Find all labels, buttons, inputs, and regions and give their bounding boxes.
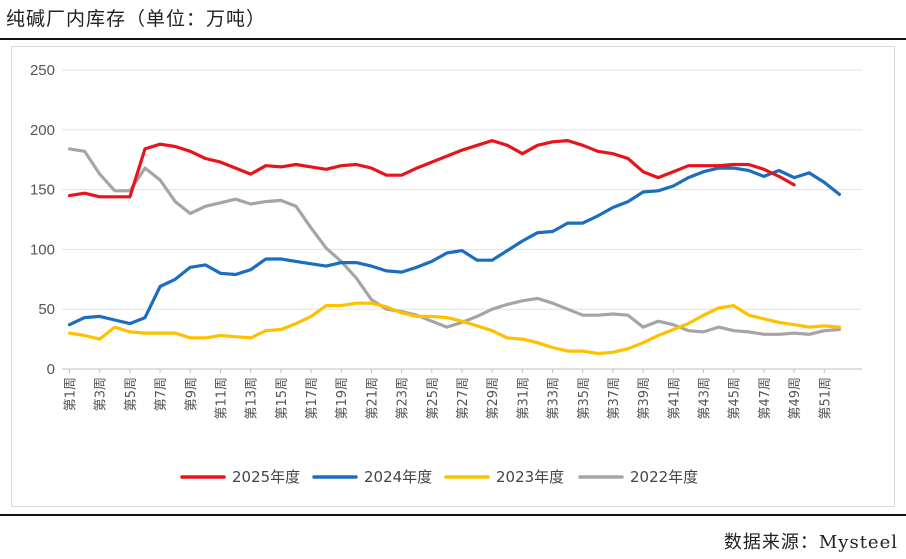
x-tick-label: 第33周	[547, 377, 562, 420]
y-tick-label: 0	[47, 361, 55, 378]
legend-label: 2023年度	[496, 468, 564, 486]
x-tick-label: 第31周	[516, 377, 531, 420]
chart-panel	[11, 46, 895, 507]
series-line-2025年度	[67, 139, 796, 199]
y-tick-label: 250	[30, 62, 55, 79]
x-tick-label: 第43周	[698, 377, 713, 420]
x-tick-label: 第27周	[456, 377, 471, 420]
x-tick-label: 第23周	[396, 377, 411, 420]
series-line-2024年度	[67, 166, 842, 327]
y-axis-ticks: 0 50 100 150 200 250	[30, 62, 55, 378]
chart-title: 纯碱厂内库存（单位：万吨）	[6, 8, 267, 30]
x-axis-ticks: 第1周 第3周 第5周 第7周 第9周 第11周 第13周 第15周 第17周 第19周 第21周 第…	[64, 369, 833, 420]
x-tick-label: 第19周	[335, 377, 350, 420]
x-tick-label: 第41周	[667, 377, 682, 420]
x-tick-label: 第21周	[365, 377, 380, 420]
x-tick-label: 第9周	[184, 377, 199, 411]
x-tick-label: 第25周	[426, 377, 441, 420]
legend-label: 2022年度	[630, 468, 698, 486]
x-tick-label: 第15周	[275, 377, 290, 420]
y-tick-label: 50	[38, 301, 55, 318]
x-tick-label: 第11周	[214, 377, 229, 420]
x-tick-label: 第47周	[758, 377, 773, 420]
x-tick-label: 第37周	[607, 377, 622, 420]
x-tick-label: 第7周	[154, 377, 169, 411]
source-note: 数据来源：Mysteel	[723, 532, 898, 553]
x-tick-label: 第35周	[577, 377, 592, 420]
top-rule	[0, 38, 906, 40]
series-line-2023年度	[67, 301, 842, 356]
x-tick-label: 第45周	[728, 377, 743, 420]
x-tick-label: 第29周	[486, 377, 501, 420]
x-tick-label: 第17周	[305, 377, 320, 420]
legend-label: 2024年度	[364, 468, 432, 486]
legend-label: 2025年度	[232, 468, 300, 486]
x-tick-label: 第49周	[788, 377, 803, 420]
legend: 2025年度 2024年度 2023年度 2022年度	[180, 468, 698, 486]
y-tick-label: 100	[30, 241, 55, 258]
series-line-2022年度	[67, 147, 842, 336]
x-tick-label: 第3周	[94, 377, 109, 411]
x-tick-label: 第39周	[637, 377, 652, 420]
gridlines	[62, 69, 862, 370]
series-lines	[67, 139, 842, 356]
x-tick-label: 第1周	[64, 377, 79, 411]
y-tick-label: 150	[30, 182, 55, 199]
x-tick-label: 第51周	[818, 377, 833, 420]
x-tick-label: 第13周	[245, 377, 260, 420]
x-tick-label: 第5周	[124, 377, 139, 411]
bottom-rule	[0, 514, 906, 516]
y-tick-label: 200	[30, 122, 55, 139]
